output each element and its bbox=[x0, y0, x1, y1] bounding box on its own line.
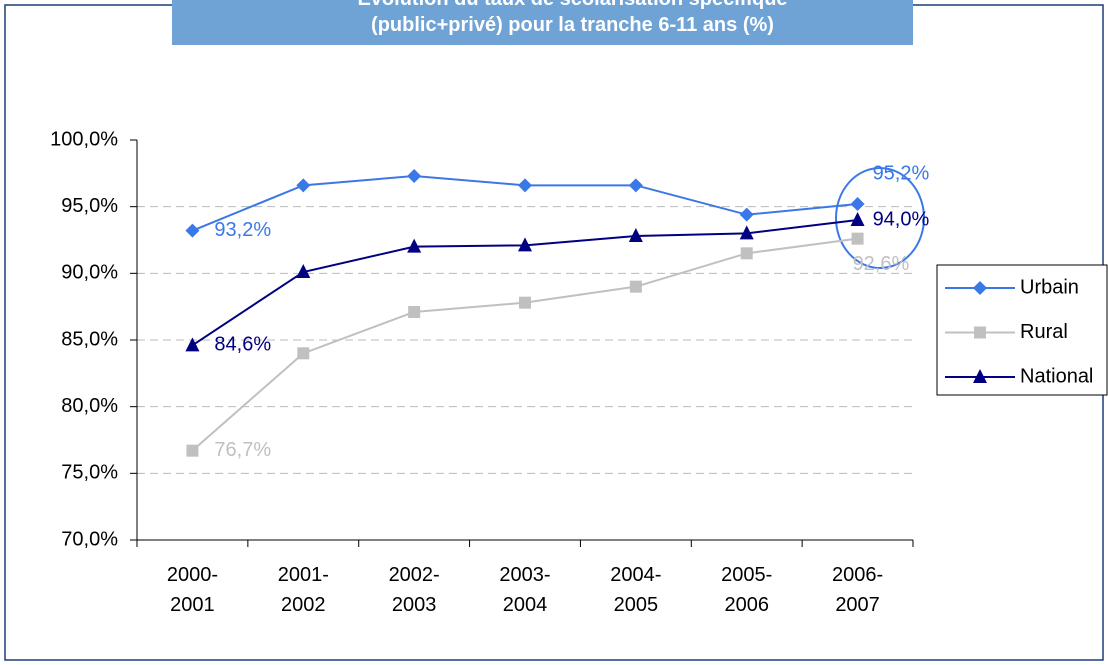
marker bbox=[296, 264, 311, 278]
marker bbox=[186, 444, 199, 457]
chart-title: Évolution du taux de scolarisation spéci… bbox=[357, 0, 787, 36]
data-label: 76,7% bbox=[214, 439, 271, 461]
marker bbox=[850, 197, 865, 211]
marker bbox=[407, 169, 422, 183]
marker bbox=[974, 326, 986, 339]
legend-label: Urbain bbox=[1020, 276, 1079, 298]
x-tick-label: 2005- 2006 bbox=[721, 564, 773, 616]
marker bbox=[518, 237, 532, 252]
x-tick-label: 2000- 2001 bbox=[166, 564, 218, 616]
y-tick-label: 85,0% bbox=[61, 328, 118, 350]
marker bbox=[739, 207, 754, 222]
y-tick-label: 95,0% bbox=[61, 195, 118, 217]
marker bbox=[296, 178, 311, 193]
data-label: 94,0% bbox=[873, 208, 930, 230]
series: 93,2% 95,2% bbox=[185, 162, 929, 241]
series: 76,7% 92,6% bbox=[186, 232, 910, 461]
y-tick-label: 100,0% bbox=[50, 128, 118, 150]
marker bbox=[519, 296, 531, 309]
marker bbox=[739, 225, 754, 240]
series-line bbox=[191, 237, 858, 452]
legend: Urbain Rural National bbox=[936, 264, 1108, 396]
x-tick-label: 2003- 2004 bbox=[499, 564, 551, 616]
series: 84,6% 94,0% bbox=[185, 208, 930, 356]
marker bbox=[850, 212, 865, 226]
data-label: 92,6% bbox=[853, 253, 910, 275]
marker bbox=[973, 369, 987, 383]
frame bbox=[4, 4, 1104, 661]
x-tick-label: 2006- 2007 bbox=[831, 564, 884, 616]
data-label: 93,2% bbox=[214, 219, 271, 241]
marker bbox=[185, 337, 200, 352]
marker bbox=[973, 281, 987, 295]
marker bbox=[628, 228, 643, 242]
x-tick-label: 2001- 2002 bbox=[277, 564, 329, 616]
x-tick-label: 2004- 2005 bbox=[610, 564, 662, 616]
legend-box bbox=[936, 264, 1108, 396]
marker bbox=[628, 178, 643, 193]
data-label: 84,6% bbox=[214, 334, 271, 356]
marker bbox=[408, 306, 421, 318]
legend-label: National bbox=[1020, 365, 1093, 387]
marker bbox=[629, 280, 642, 293]
marker bbox=[185, 223, 200, 238]
marker bbox=[851, 232, 864, 245]
legend-label: Rural bbox=[1020, 321, 1068, 343]
data-label: 95,2% bbox=[873, 162, 930, 184]
title-box: Évolution du taux de scolarisation spéci… bbox=[172, 0, 913, 45]
x-tick-label: 2002- 2003 bbox=[388, 564, 440, 616]
y-tick-label: 90,0% bbox=[61, 262, 118, 284]
marker bbox=[518, 178, 532, 193]
y-tick-label: 70,0% bbox=[61, 528, 118, 550]
marker bbox=[740, 247, 753, 260]
y-tick-label: 80,0% bbox=[61, 395, 118, 417]
marker bbox=[297, 347, 310, 360]
marker bbox=[407, 238, 422, 253]
y-tick-label: 75,0% bbox=[61, 462, 118, 484]
highlight-circle bbox=[835, 167, 925, 269]
